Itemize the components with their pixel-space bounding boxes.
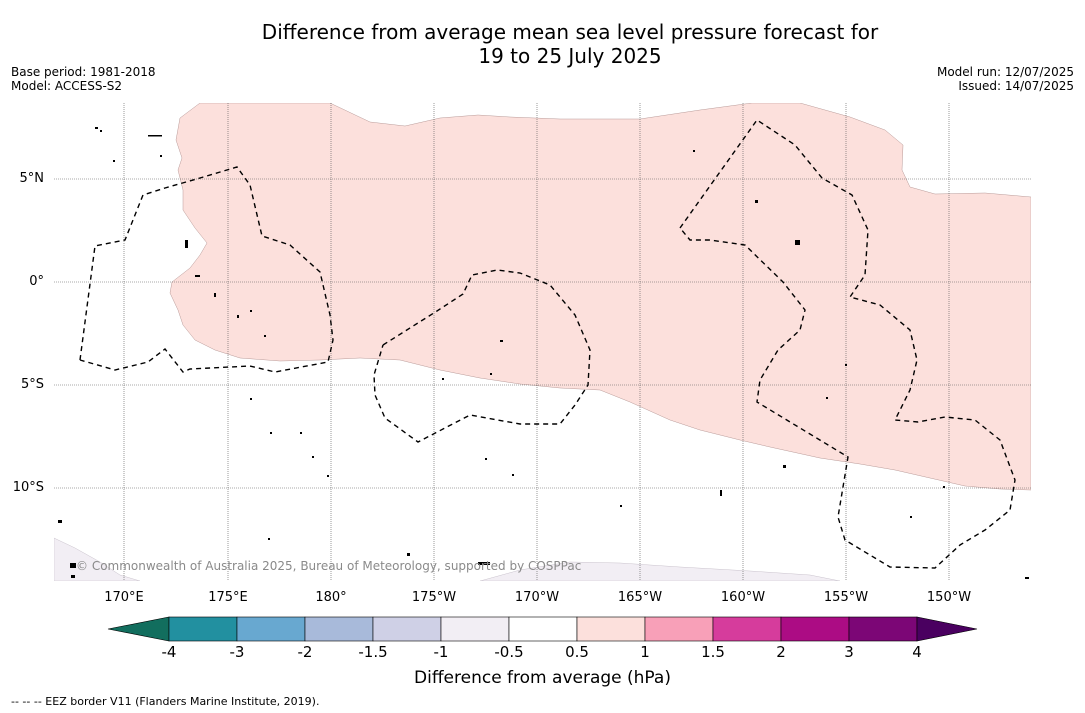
model-run-text: Model run: 12/07/2025 <box>936 65 1074 79</box>
lon-label: 170°E <box>104 590 144 605</box>
copyright-text: © Commonwealth of Australia 2025, Bureau… <box>76 559 582 573</box>
islands <box>58 127 1029 579</box>
colorbar-swatch <box>168 616 238 642</box>
colorbar-swatch <box>780 616 850 642</box>
title-line-2: 19 to 25 July 2025 <box>478 44 662 68</box>
colorbar-title: Difference from average (hPa) <box>414 668 671 688</box>
graticule <box>54 103 1031 581</box>
colorbar-tick-label: -0.5 <box>494 643 524 661</box>
colorbar-extension-high <box>916 616 978 642</box>
positive-anomaly-area <box>169 103 1031 491</box>
colorbar-swatch <box>304 616 374 642</box>
eez-border-central <box>373 269 591 443</box>
colorbar-tick-label: -1.5 <box>358 643 388 661</box>
lon-label: 150°W <box>926 590 972 605</box>
lon-label: 170°W <box>514 590 560 605</box>
eez-footnote: -- -- -- EEZ border V11 (Flanders Marine… <box>11 695 320 708</box>
meta-right: Model run: 12/07/2025 Issued: 14/07/2025 <box>937 65 1074 93</box>
map-title: Difference from average mean sea level p… <box>0 20 1085 68</box>
eez-borders <box>79 119 1016 569</box>
lon-label: 180° <box>315 590 347 605</box>
colorbar-tick-label: 3 <box>844 643 854 661</box>
colorbar-tick-label: 1 <box>640 643 650 661</box>
lon-label: 165°W <box>617 590 663 605</box>
colorbar-tick-label: -4 <box>161 643 177 661</box>
colorbar-swatch <box>576 616 646 642</box>
title-line-1: Difference from average mean sea level p… <box>261 20 879 44</box>
colorbar-swatch <box>644 616 714 642</box>
base-period-text: Base period: 1981-2018 <box>11 65 156 79</box>
lat-label: 10°S <box>12 480 44 495</box>
negative-anomaly-area-2 <box>479 561 841 581</box>
lat-label: 5°N <box>19 171 45 186</box>
lon-label: 175°E <box>208 590 248 605</box>
colorbar-extension-low <box>107 616 170 642</box>
colorbar-tick-label: -1 <box>433 643 449 661</box>
colorbar-tick-label: 0.5 <box>565 643 589 661</box>
colorbar-tick-label: -3 <box>229 643 245 661</box>
colorbar-swatch <box>236 616 306 642</box>
lat-label: 5°S <box>20 377 44 392</box>
colorbar-tick-label: 4 <box>912 643 922 661</box>
colorbar-tick-label: 1.5 <box>701 643 725 661</box>
colorbar-swatch <box>440 616 510 642</box>
negative-anomaly-area <box>54 537 141 581</box>
colorbar-tick-label: -2 <box>297 643 313 661</box>
lon-label: 155°W <box>823 590 869 605</box>
colorbar-swatch <box>712 616 782 642</box>
colorbar-swatch <box>848 616 918 642</box>
lon-label: 175°W <box>411 590 457 605</box>
lon-label: 160°W <box>720 590 766 605</box>
colorbar-swatch <box>508 616 578 642</box>
colorbar-swatch <box>372 616 442 642</box>
meta-left: Base period: 1981-2018 Model: ACCESS-S2 <box>11 65 156 93</box>
colorbar-tick-label: 2 <box>776 643 786 661</box>
issued-text: Issued: 14/07/2025 <box>958 79 1074 93</box>
lat-label: 0° <box>29 274 44 289</box>
model-text: Model: ACCESS-S2 <box>11 79 123 93</box>
